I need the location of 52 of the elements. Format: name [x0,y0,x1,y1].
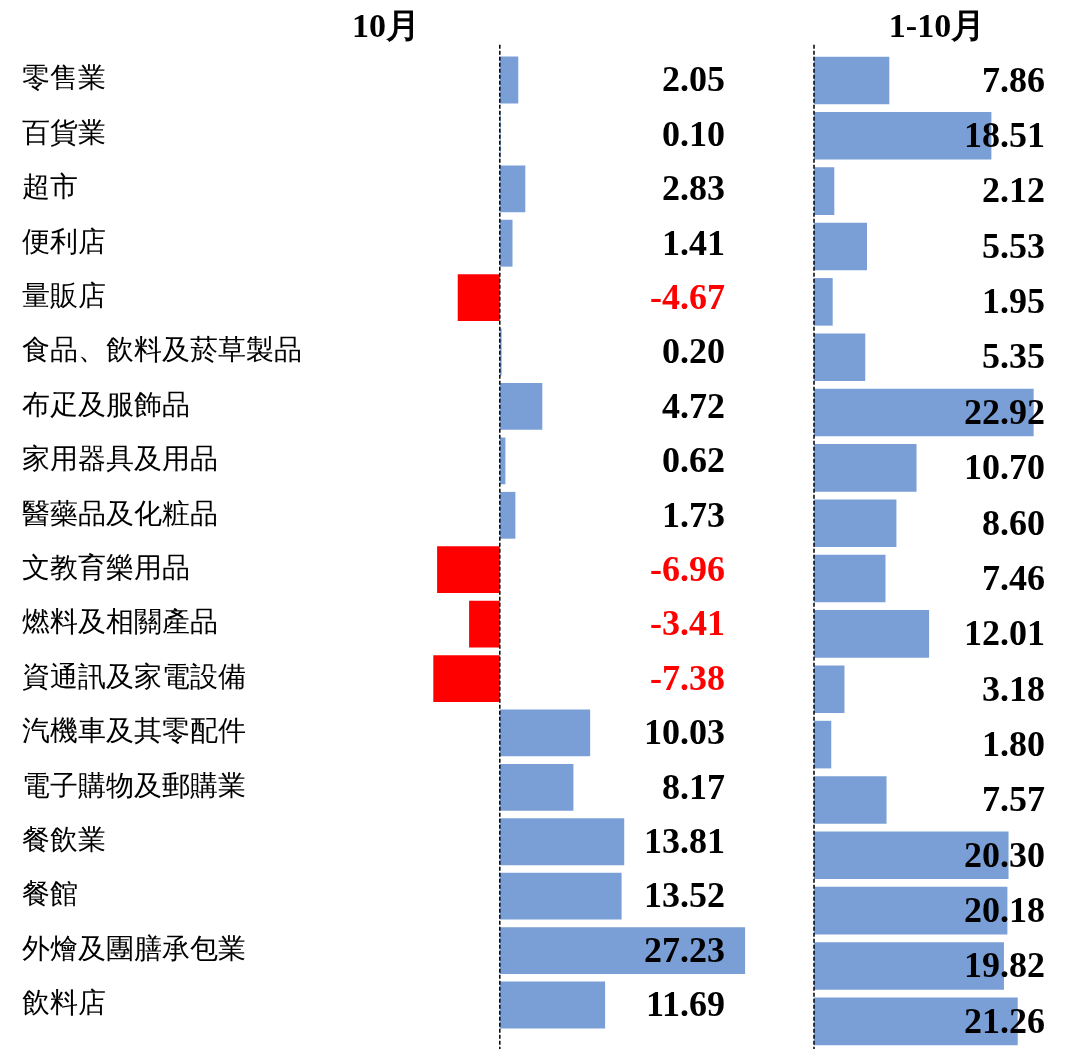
y-tick-label: 量販店 [22,278,106,312]
y-tick-label: 便利店 [22,224,106,258]
data-label: 5.35 [982,336,1045,377]
data-label: 4.72 [662,385,725,426]
data-label: 0.10 [662,113,725,154]
y-tick-label: 汽機車及其零配件 [22,714,246,748]
data-label: 0.62 [662,440,725,481]
data-label: 0.20 [662,331,725,372]
y-tick-label: 超市 [22,170,78,204]
data-label: 10.03 [644,712,725,753]
y-tick-label: 文教育樂用品 [22,550,190,584]
y-tick-label: 家用器具及用品 [22,442,218,476]
y-tick-label: 布疋及服飾品 [22,387,190,421]
y-tick-label: 醫藥品及化粧品 [22,496,218,530]
data-label: 27.23 [644,929,725,970]
data-label: 7.86 [982,59,1045,100]
chart-title: 10月 [352,7,420,45]
data-label: 8.60 [982,502,1045,543]
y-tick-label: 零售業 [22,61,106,95]
y-tick-label: 餐飲業 [22,823,106,857]
data-label: 1.80 [982,723,1045,764]
data-label: 13.81 [644,821,725,862]
data-label: 2.83 [662,168,725,209]
y-tick-label: 百貨業 [22,115,106,149]
chart-title: 1-10月 [888,7,986,45]
y-tick-label: 餐館 [22,877,78,911]
data-label: 2.12 [982,170,1045,211]
data-label: -7.38 [650,657,725,698]
data-label: 11.69 [645,984,725,1025]
data-label: 5.53 [982,225,1045,266]
data-label: 13.52 [644,875,725,916]
data-label: 7.46 [982,557,1045,598]
data-label: 19.82 [964,945,1045,986]
data-label: 10.70 [964,447,1045,488]
y-tick-label: 燃料及相關產品 [22,605,218,639]
y-tick-label: 電子購物及郵購業 [22,768,246,802]
data-label: 12.01 [964,613,1045,654]
data-label: 1.95 [982,281,1045,322]
data-label: -6.96 [650,549,725,589]
data-label: -4.67 [650,276,725,317]
data-label: 8.17 [662,766,725,807]
y-tick-label: 資通訊及家電設備 [22,659,246,693]
data-label: 1.41 [662,222,725,263]
y-tick-label: 飲料店 [22,986,106,1020]
data-label: -3.41 [650,603,725,644]
data-label: 1.73 [662,494,725,535]
y-tick-label: 食品、飲料及菸草製品 [22,333,302,367]
y-tick-label: 外燴及團膳承包業 [22,931,246,965]
data-label: 7.57 [982,779,1045,820]
data-label: 18.51 [964,115,1045,156]
data-label: 2.05 [662,59,725,100]
data-label: 3.18 [982,668,1045,709]
